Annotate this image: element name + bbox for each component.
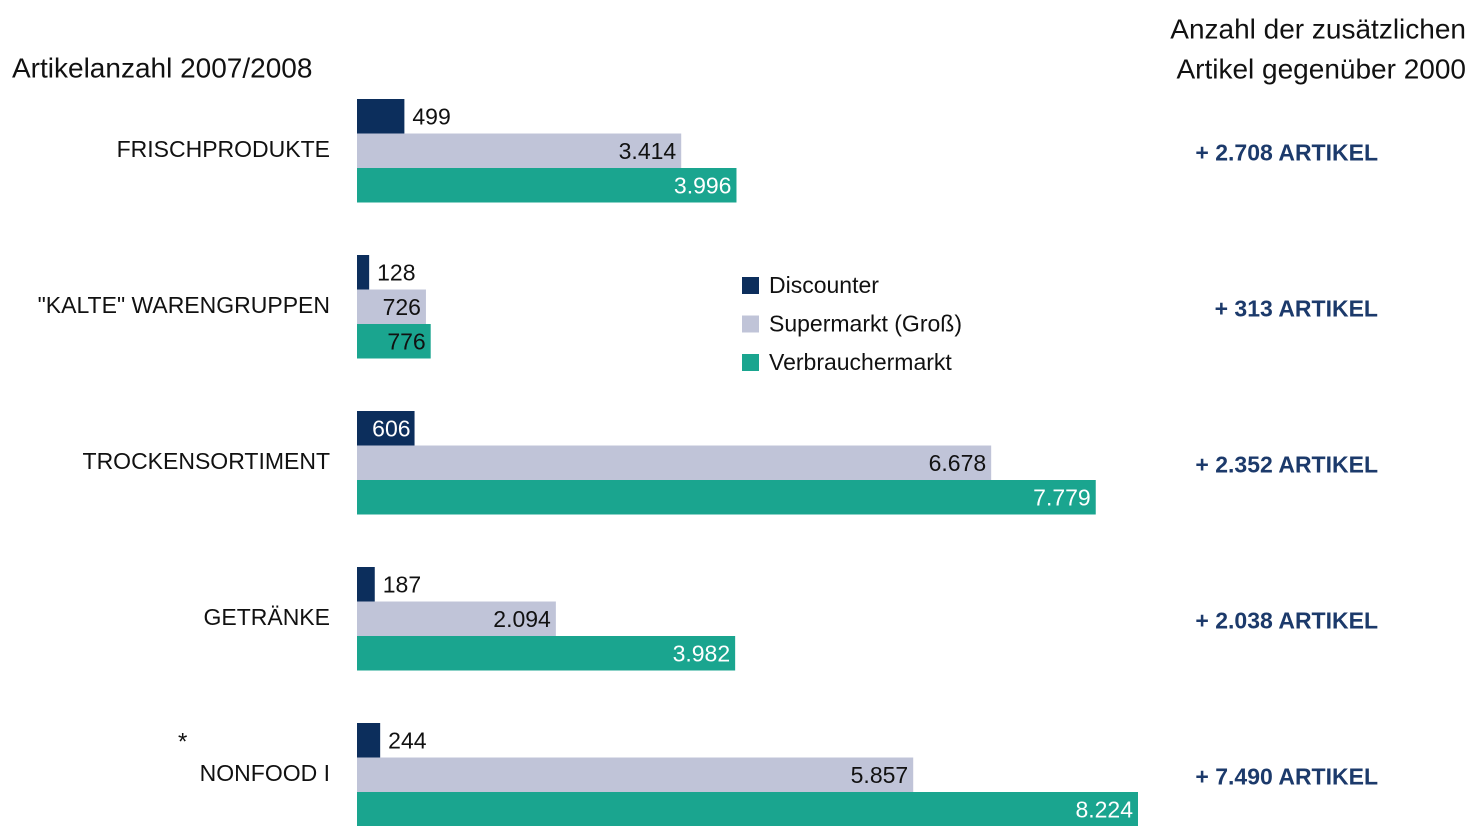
category-label: "KALTE" WARENGRUPPEN [38, 292, 330, 318]
value-label: 3.414 [619, 138, 677, 164]
category-label: TROCKENSORTIMENT [83, 448, 330, 474]
bar [357, 723, 381, 758]
category-label: GETRÄNKE [203, 604, 330, 630]
annotation: + 2.038 ARTIKEL [1195, 607, 1378, 633]
value-label: 128 [377, 259, 415, 285]
value-label: 3.982 [673, 640, 731, 666]
value-label: 8.224 [1075, 796, 1133, 822]
legend-label: Supermarkt (Groß) [769, 311, 962, 337]
annotation: + 2.708 ARTIKEL [1195, 139, 1378, 165]
value-label: 726 [383, 294, 421, 320]
bar [357, 636, 736, 671]
annotation: + 2.352 ARTIKEL [1195, 451, 1378, 477]
bar [357, 601, 556, 636]
bar [357, 289, 426, 324]
legend-swatch [742, 354, 759, 371]
value-label: 499 [412, 103, 450, 129]
bar [357, 255, 370, 290]
value-label: 606 [372, 415, 410, 441]
legend-label: Discounter [769, 272, 879, 298]
legend-swatch [742, 315, 759, 333]
bar [357, 480, 1096, 515]
legend-swatch [742, 277, 759, 294]
right-title: Artikel gegenüber 2000 [1176, 53, 1466, 84]
category-label: FRISCHPRODUKTE [117, 136, 330, 162]
bar [357, 133, 682, 168]
annotation: + 7.490 ARTIKEL [1195, 763, 1378, 789]
bar [357, 411, 415, 446]
right-title: Anzahl der zusätzlichen [1170, 13, 1466, 44]
value-label: 187 [383, 571, 421, 597]
category-marker: * [178, 728, 187, 755]
category-label: NONFOOD I [200, 760, 330, 786]
value-label: 6.678 [929, 450, 987, 476]
bar [357, 168, 737, 203]
value-label: 2.094 [493, 606, 551, 632]
bar [357, 99, 405, 134]
legend-label: Verbrauchermarkt [769, 349, 952, 375]
bar [357, 792, 1138, 826]
bar [357, 324, 431, 359]
value-label: 3.996 [674, 172, 732, 198]
annotation: + 313 ARTIKEL [1215, 295, 1378, 321]
value-label: 5.857 [851, 762, 909, 788]
chart-title: Artikelanzahl 2007/2008 [12, 52, 312, 83]
value-label: 776 [387, 328, 425, 354]
value-label: 7.779 [1033, 484, 1091, 510]
bar [357, 567, 375, 602]
value-label: 244 [388, 727, 427, 753]
bar [357, 445, 992, 480]
bar [357, 757, 914, 792]
